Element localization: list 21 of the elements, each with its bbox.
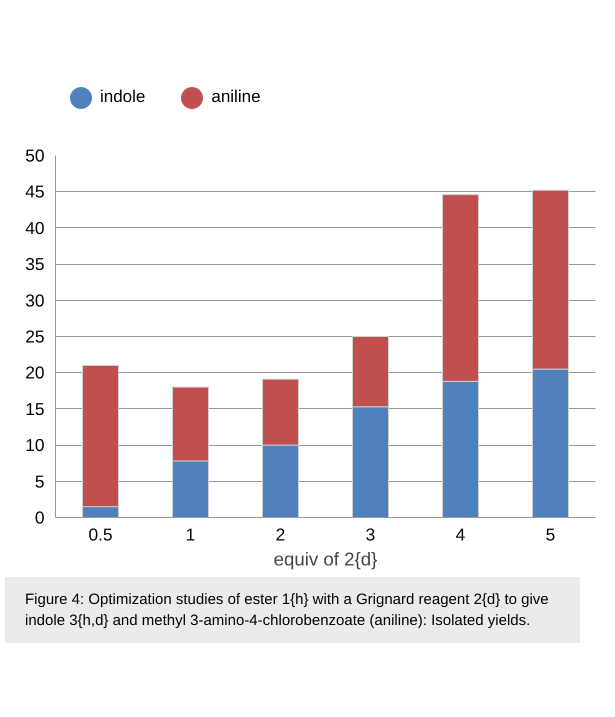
y-tick-label: 0 [34, 507, 45, 528]
x-tick-label: 4 [456, 524, 466, 544]
x-tick-label: 3 [366, 524, 376, 544]
x-tick-label: 0.5 [88, 524, 113, 544]
y-tick-label: 20 [25, 362, 45, 382]
x-tick-label: 5 [546, 524, 556, 544]
y-tick-label: 45 [25, 181, 45, 202]
y-tick-label: 5 [34, 470, 45, 491]
x-tick-label: 2 [276, 524, 286, 544]
x-axis-title: equiv of 2{d} [274, 548, 378, 570]
y-tick-label: 30 [25, 290, 45, 310]
caption: Figure 4: Optimization studies of ester 1{h} with a Grignard reagent 2{d} to give indole 3{h,d} and methyl 3-amino-4-chlorobenzoate (aniline): Isolated yields. [25, 590, 550, 631]
legend-label: indole [100, 87, 146, 106]
x-tick-label: 1 [186, 524, 196, 544]
y-tick-label: 40 [25, 218, 45, 238]
y-tick-label: 35 [25, 254, 45, 274]
y-tick-label: 25 [25, 326, 45, 346]
legend-label: aniline [211, 87, 261, 106]
y-tick-label: 50 [25, 145, 45, 166]
y-tick-label: 10 [25, 434, 45, 455]
y-tick-label: 15 [25, 398, 45, 419]
